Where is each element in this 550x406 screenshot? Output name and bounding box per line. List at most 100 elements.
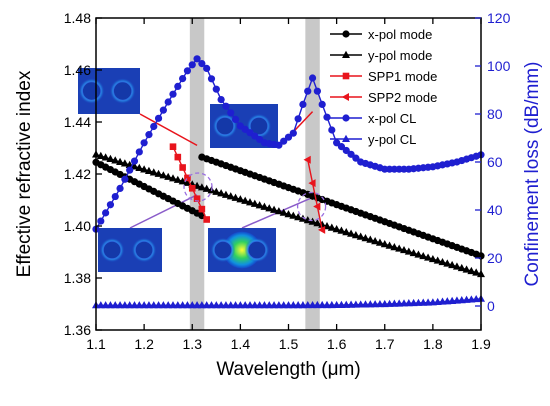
y-left-tick-label: 1.44 — [64, 114, 91, 130]
data-point — [197, 183, 206, 191]
y-right-tick-label: 100 — [487, 58, 511, 74]
data-point — [188, 61, 196, 69]
data-point — [164, 98, 172, 106]
legend-marker — [342, 114, 350, 122]
data-point — [318, 100, 326, 108]
series-line — [307, 159, 323, 231]
data-point — [173, 175, 182, 183]
data-point — [279, 208, 288, 216]
data-point — [375, 238, 384, 246]
data-point — [140, 139, 148, 147]
legend-marker — [342, 30, 350, 38]
data-point — [433, 256, 442, 264]
data-point — [198, 60, 206, 68]
data-point — [390, 242, 399, 251]
data-point — [231, 193, 240, 201]
series-spp1-mode — [169, 143, 210, 223]
legend-item: SPP2 mode — [330, 90, 437, 105]
data-point — [265, 204, 274, 212]
data-point — [241, 196, 250, 204]
data-point — [380, 240, 389, 248]
y-left-tick-label: 1.46 — [64, 62, 91, 78]
y-left-tick-label: 1.40 — [64, 218, 91, 234]
data-point — [106, 154, 115, 162]
data-point — [443, 259, 452, 267]
data-point — [385, 241, 394, 249]
data-point — [193, 55, 201, 63]
data-point — [135, 148, 143, 156]
data-point — [424, 253, 433, 261]
y-left-tick-label: 1.38 — [64, 270, 91, 286]
series-spp2-mode — [303, 155, 326, 234]
mode-field-insets — [78, 68, 314, 272]
data-point — [342, 228, 351, 236]
data-point — [284, 210, 293, 218]
data-point — [126, 166, 134, 174]
data-point — [419, 251, 428, 260]
legend-label: x-pol CL — [368, 111, 416, 126]
data-point — [284, 133, 293, 141]
x-tick-label: 1.7 — [375, 336, 395, 352]
data-point — [212, 85, 220, 93]
data-point — [289, 129, 297, 137]
legend-item: x-pol mode — [330, 27, 432, 42]
data-point — [280, 137, 288, 145]
data-point — [111, 156, 120, 164]
crossing-circles — [183, 172, 327, 222]
data-point — [97, 217, 105, 225]
legend-marker — [342, 134, 350, 142]
data-point — [217, 96, 225, 104]
data-point — [149, 168, 158, 176]
data-point — [203, 216, 210, 223]
data-point — [337, 143, 346, 151]
y-right-tick-label: 60 — [487, 154, 503, 170]
data-point — [96, 151, 105, 159]
x-tick-label: 1.4 — [231, 336, 251, 352]
highlight-band-1 — [189, 18, 205, 330]
inset-2 — [98, 194, 198, 272]
data-point — [303, 155, 311, 164]
data-point — [255, 201, 264, 209]
data-point — [159, 171, 168, 179]
data-point — [308, 74, 317, 82]
y-left-tick-label: 1.42 — [64, 166, 91, 182]
data-point — [347, 150, 355, 158]
data-point — [337, 226, 346, 234]
data-point — [169, 143, 177, 150]
series-x-pol-cl — [92, 55, 485, 233]
data-point — [246, 198, 254, 206]
axis-ticks: 1.1 1.2 1.3 1.4 1.5 1.6 1.7 1.8 1.9 1.36 1.38 1.40 1… — [64, 10, 511, 352]
legend-item: y-pol CL — [330, 132, 416, 147]
x-tick-label: 1.8 — [423, 336, 443, 352]
data-point — [154, 114, 163, 122]
legend-item: x-pol CL — [330, 111, 416, 126]
data-point — [135, 163, 144, 171]
legend-label: y-pol CL — [368, 132, 416, 147]
y-left-tick-label: 1.48 — [64, 10, 91, 26]
legend-item: SPP1 mode — [330, 69, 437, 84]
data-point — [414, 250, 423, 258]
x-axis-title: Wavelength (μm) — [216, 359, 360, 380]
data-point — [102, 209, 110, 217]
data-point — [250, 199, 259, 207]
inset-pointer — [129, 194, 198, 229]
data-point — [121, 175, 129, 183]
data-point — [333, 139, 341, 147]
data-point — [169, 174, 177, 182]
data-point — [140, 165, 149, 173]
data-point — [313, 219, 322, 227]
data-point — [303, 216, 312, 224]
legend-label: y-pol mode — [368, 48, 432, 63]
data-point — [332, 225, 341, 233]
data-point — [361, 234, 370, 242]
data-point — [207, 75, 216, 83]
data-point — [448, 260, 457, 269]
data-point — [260, 202, 269, 210]
data-point — [150, 122, 158, 131]
crossing-circle-1 — [183, 172, 213, 202]
data-point — [452, 262, 461, 270]
series-layer — [92, 55, 485, 309]
x-tick-label: 1.2 — [134, 336, 154, 352]
data-point — [371, 237, 380, 245]
